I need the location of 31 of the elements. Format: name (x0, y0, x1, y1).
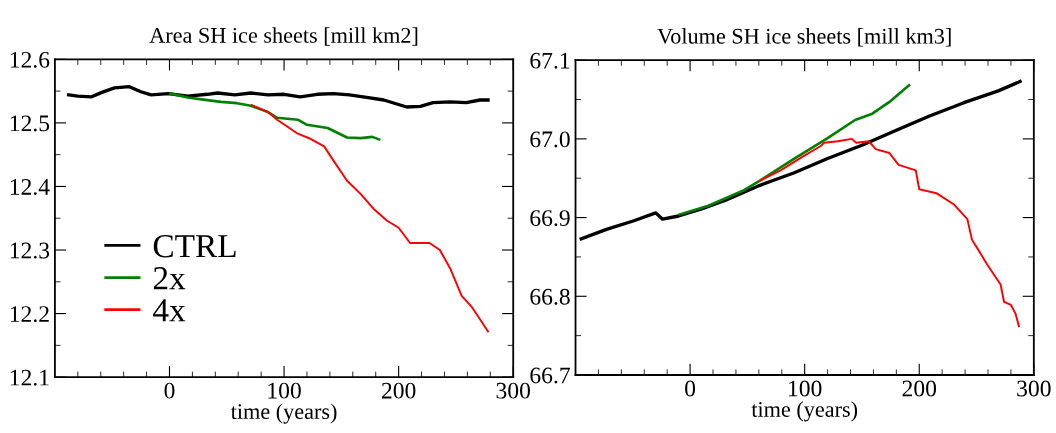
y-tick-label: 12.4 (10, 179, 50, 195)
line-series (251, 104, 489, 333)
x-axis-title: time (years) (230, 403, 337, 424)
legend-label: 2x (153, 267, 186, 290)
line-series (579, 79, 1022, 241)
y-tick-label: 66.7 (530, 367, 570, 384)
y-tick-label: 66.8 (530, 288, 570, 305)
x-tick-label: 100 (789, 380, 822, 397)
x-tick-label: 200 (381, 382, 416, 399)
y-tick-label: 67.0 (530, 131, 570, 148)
y-tick-label: 66.9 (530, 210, 570, 227)
x-tick-label: 0 (164, 382, 175, 399)
y-tick-label: 12.1 (10, 369, 49, 386)
x-tick-label: 300 (496, 382, 531, 399)
y-tick-label: 12.6 (10, 51, 50, 68)
x-tick-label: 300 (1017, 380, 1051, 397)
legend-label: 4x (153, 299, 186, 322)
y-tick-label: 12.5 (10, 115, 50, 132)
y-tick-label: 12.2 (10, 306, 49, 323)
x-tick-label: 200 (902, 380, 937, 397)
chart-title: Volume SH ice sheets [mill km3] (657, 28, 951, 47)
chart-title: Area SH ice sheets [mill km2] (149, 27, 418, 46)
line-series (678, 84, 911, 216)
legend-label: CTRL (153, 235, 236, 258)
x-axis-title: time (years) (751, 401, 858, 422)
line-series (66, 84, 490, 109)
y-tick-label: 67.1 (530, 52, 570, 69)
line-series (759, 137, 1020, 328)
y-tick-label: 12.3 (10, 242, 50, 259)
x-tick-label: 0 (685, 380, 696, 397)
x-tick-label: 100 (268, 382, 301, 399)
